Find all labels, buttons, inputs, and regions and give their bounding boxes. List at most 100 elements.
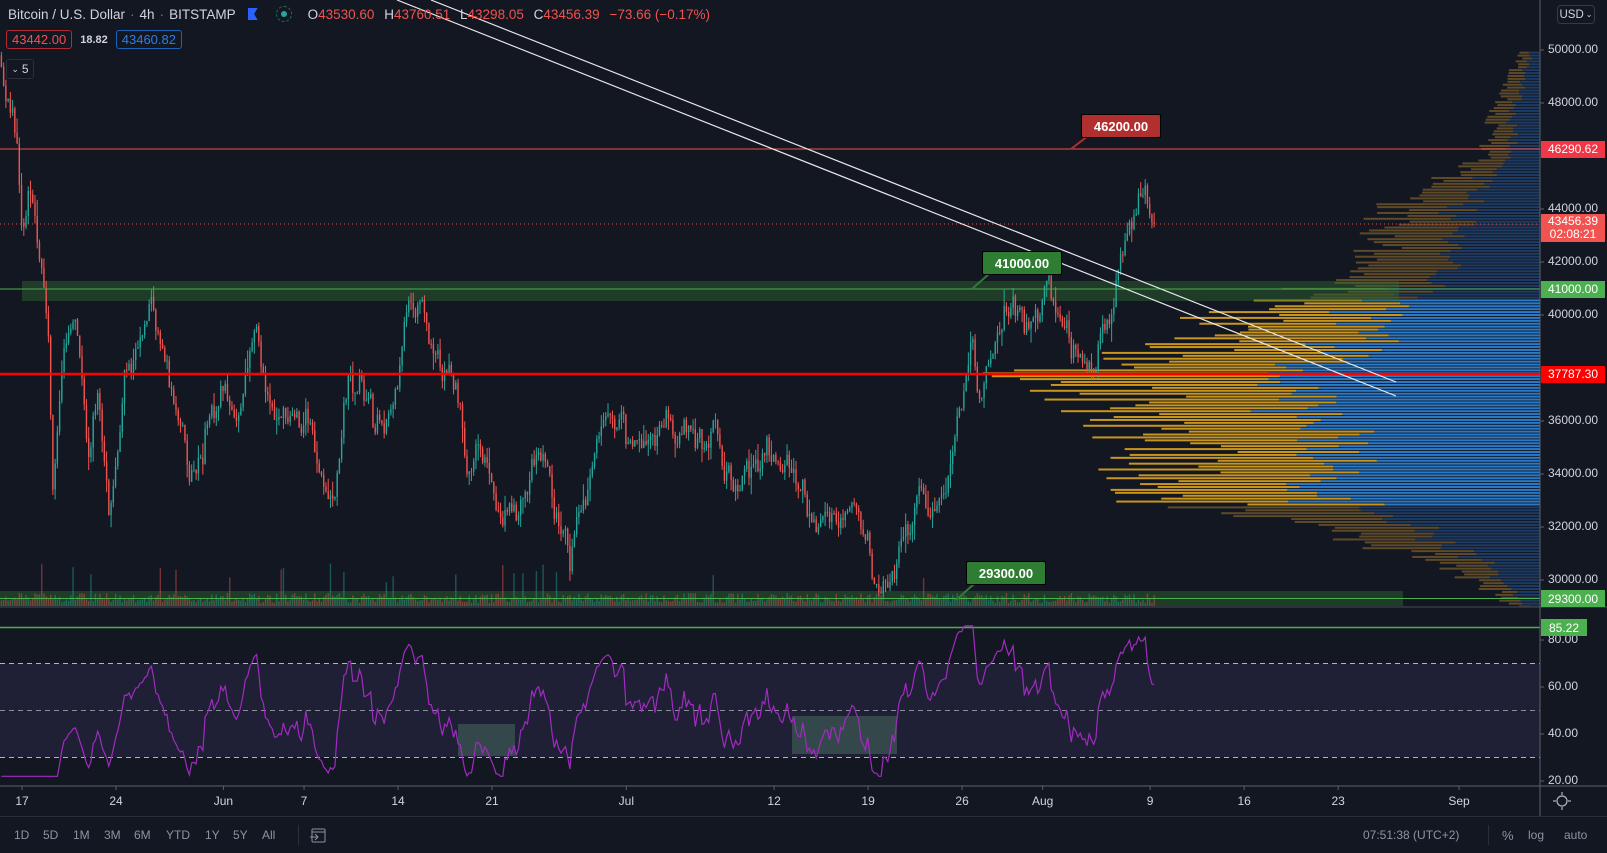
candle [849, 507, 851, 511]
volume-profile-row-down [1378, 328, 1540, 331]
range-6m[interactable]: 6M [134, 828, 151, 842]
candle [712, 420, 714, 432]
trendline-lower[interactable] [396, 0, 1397, 397]
candle [831, 513, 833, 522]
percent-toggle[interactable]: % [1502, 828, 1514, 843]
volume-bar [25, 594, 27, 606]
volume-profile-row-up [1239, 340, 1399, 343]
volume-bar [737, 593, 739, 606]
volume-bar [1126, 596, 1128, 606]
candle [1059, 314, 1061, 319]
volume-bar [437, 599, 439, 606]
log-toggle[interactable]: log [1528, 828, 1545, 842]
symbol-name[interactable]: Bitcoin / U.S. Dollar [8, 6, 126, 22]
candle [1057, 312, 1059, 315]
volume-bar [1057, 598, 1059, 606]
volume-bar [674, 596, 676, 606]
volume-profile-row-up [1412, 555, 1458, 558]
volume-profile-row-down [1515, 112, 1540, 115]
candle [802, 479, 804, 491]
volume-bar [969, 602, 972, 606]
volume-profile-row-down [1440, 252, 1540, 255]
market-status-icon[interactable] [275, 6, 292, 22]
rsi-box-1[interactable] [458, 724, 515, 756]
candle [150, 296, 153, 304]
callout-41000[interactable]: 41000.00 [982, 251, 1062, 275]
volume-bar [329, 563, 332, 606]
candle [965, 375, 967, 392]
volume-profile-row-down [1512, 593, 1540, 596]
candle [1050, 275, 1052, 299]
range-1m[interactable]: 1M [73, 828, 90, 842]
volume-profile-row-down [1336, 395, 1540, 398]
volume-bar [188, 598, 191, 606]
trendline-upper[interactable] [430, 0, 1397, 383]
candle [806, 494, 808, 517]
range-5d[interactable]: 5D [43, 828, 59, 842]
volume-bar [712, 575, 714, 606]
candle [853, 502, 855, 504]
symbol-header[interactable]: Bitcoin / U.S. Dollar · 4h · BITSTAMP O4… [8, 4, 716, 24]
volume-bar [374, 601, 376, 606]
settings-icon[interactable] [1553, 792, 1571, 810]
candle [719, 434, 721, 447]
flag-icon[interactable] [247, 8, 258, 20]
callout-46200[interactable]: 46200.00 [1081, 114, 1161, 138]
bid-ask: 43442.00 18.82 43460.82 [6, 30, 182, 49]
candle [504, 509, 506, 526]
goto-date-icon[interactable] [309, 826, 327, 847]
volume-profile-row-down [1429, 276, 1540, 279]
volume-bar [909, 601, 911, 606]
candle [631, 440, 634, 447]
volume-profile-row-up [1060, 381, 1281, 384]
clock-timezone[interactable]: 07:51:38 (UTC+2) [1363, 828, 1460, 842]
candle [237, 415, 240, 421]
volume-bar [334, 596, 336, 606]
volume-bar [616, 596, 618, 606]
candle [486, 457, 488, 463]
candle [840, 517, 842, 528]
range-all[interactable]: All [262, 828, 276, 842]
volume-bar [325, 594, 327, 606]
candle [723, 465, 726, 481]
candle [732, 479, 735, 492]
volume-bar [340, 597, 343, 606]
candle [56, 431, 59, 464]
volume-profile-row-down [1458, 244, 1540, 247]
candle [155, 309, 157, 331]
candle [797, 484, 799, 490]
currency-dropdown[interactable]: USD ⌄ [1557, 5, 1595, 24]
candle [96, 393, 99, 410]
range-3m[interactable]: 3M [104, 828, 121, 842]
callout-29300[interactable]: 29300.00 [966, 561, 1046, 585]
candle [891, 570, 893, 582]
range-ytd[interactable]: YTD [166, 828, 190, 842]
volume-bar [1122, 599, 1124, 606]
candle [835, 513, 838, 522]
candle [157, 330, 159, 333]
candle [204, 428, 206, 465]
candle [1137, 193, 1140, 214]
sell-button[interactable]: 43442.00 [6, 30, 73, 49]
candle [907, 524, 909, 536]
auto-toggle[interactable]: auto [1564, 828, 1588, 842]
volume-bar [119, 595, 121, 606]
candle [978, 391, 981, 399]
range-1y[interactable]: 1Y [205, 828, 220, 842]
volume-profile-row-up [1425, 558, 1482, 561]
candle [672, 419, 674, 435]
volume-bar [553, 597, 555, 606]
candle [710, 431, 712, 448]
candle [911, 524, 914, 533]
candle [551, 474, 553, 498]
indicators-toggle-button[interactable]: ⌄ 5 [6, 59, 34, 79]
volume-bar [584, 596, 587, 606]
range-1d[interactable]: 1D [14, 828, 30, 842]
volume-profile-row-down [1323, 351, 1540, 354]
resistance-zone-41000[interactable] [22, 281, 1399, 301]
volume-bar [278, 601, 280, 606]
interval[interactable]: 4h [139, 6, 155, 22]
buy-button[interactable]: 43460.82 [115, 30, 182, 49]
range-5y[interactable]: 5Y [233, 828, 248, 842]
